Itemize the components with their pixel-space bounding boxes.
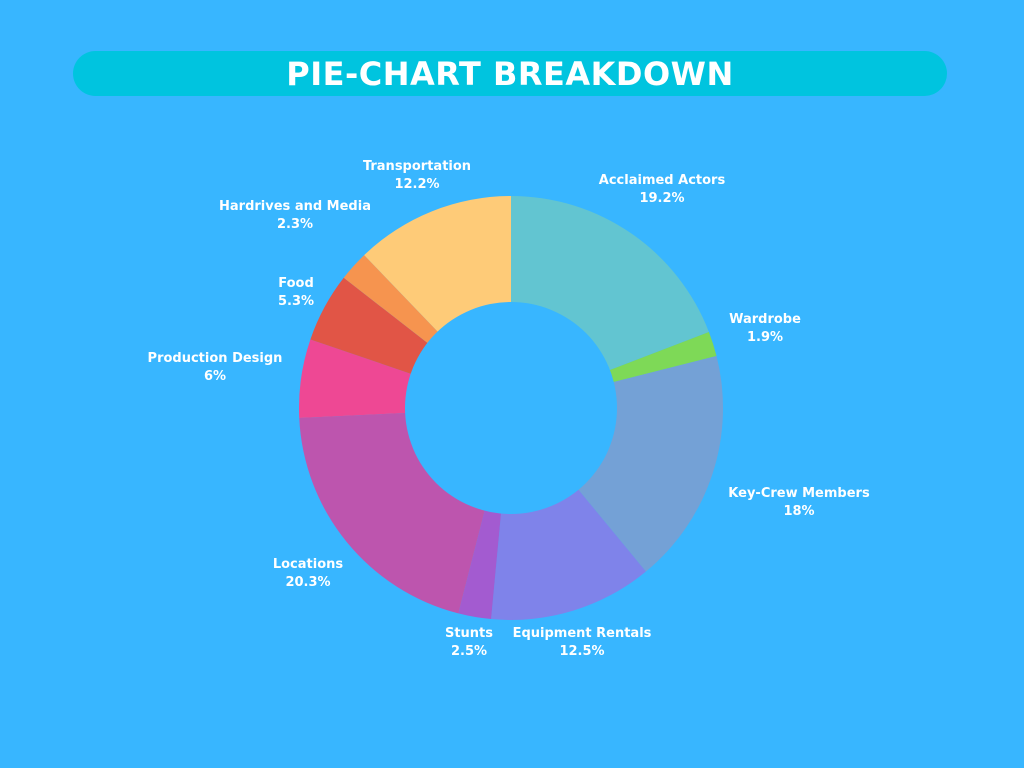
slice-name: Production Design <box>148 351 283 366</box>
title-banner: PIE-CHART BREAKDOWN <box>73 51 947 96</box>
slice-value: 2.5% <box>451 644 487 659</box>
labels-group: Acclaimed Actors 19.2% Wardrobe 1.9% Key-Cre… <box>148 159 870 659</box>
slice-value: 2.3% <box>277 217 313 232</box>
slice-name: Stunts <box>445 626 493 641</box>
slice-label-acclaimed-actors: Acclaimed Actors 19.2% <box>599 173 726 206</box>
slice-value: 20.3% <box>285 575 330 590</box>
slice-name: Hardrives and Media <box>219 199 371 214</box>
chart-title: PIE-CHART BREAKDOWN <box>286 54 734 93</box>
slice-name: Food <box>278 276 314 291</box>
slice-name: Acclaimed Actors <box>599 173 726 188</box>
slice-name: Wardrobe <box>729 312 801 327</box>
donut-hole <box>405 302 617 514</box>
slice-name: Key-Crew Members <box>728 486 870 501</box>
slice-name: Locations <box>273 557 344 572</box>
slice-label-transportation: Transportation 12.2% <box>363 159 471 192</box>
slice-label-equipment-rentals: Equipment Rentals 12.5% <box>513 626 652 659</box>
slice-value: 12.2% <box>394 177 439 192</box>
slice-label-key-crew-members: Key-Crew Members 18% <box>728 486 870 519</box>
slice-value: 1.9% <box>747 330 783 345</box>
slice-value: 18% <box>783 504 814 519</box>
slice-label-stunts: Stunts 2.5% <box>445 626 493 659</box>
slice-label-hardrives-and-media: Hardrives and Media 2.3% <box>219 199 371 232</box>
slice-name: Equipment Rentals <box>513 626 652 641</box>
slice-name: Transportation <box>363 159 471 174</box>
slice-value: 12.5% <box>559 644 604 659</box>
slice-label-food: Food 5.3% <box>278 276 314 309</box>
slice-value: 6% <box>204 369 226 384</box>
slice-value: 5.3% <box>278 294 314 309</box>
slice-label-wardrobe: Wardrobe 1.9% <box>729 312 801 345</box>
slice-value: 19.2% <box>639 191 684 206</box>
slice-label-production-design: Production Design 6% <box>148 351 283 384</box>
slice-label-locations: Locations 20.3% <box>273 557 344 590</box>
